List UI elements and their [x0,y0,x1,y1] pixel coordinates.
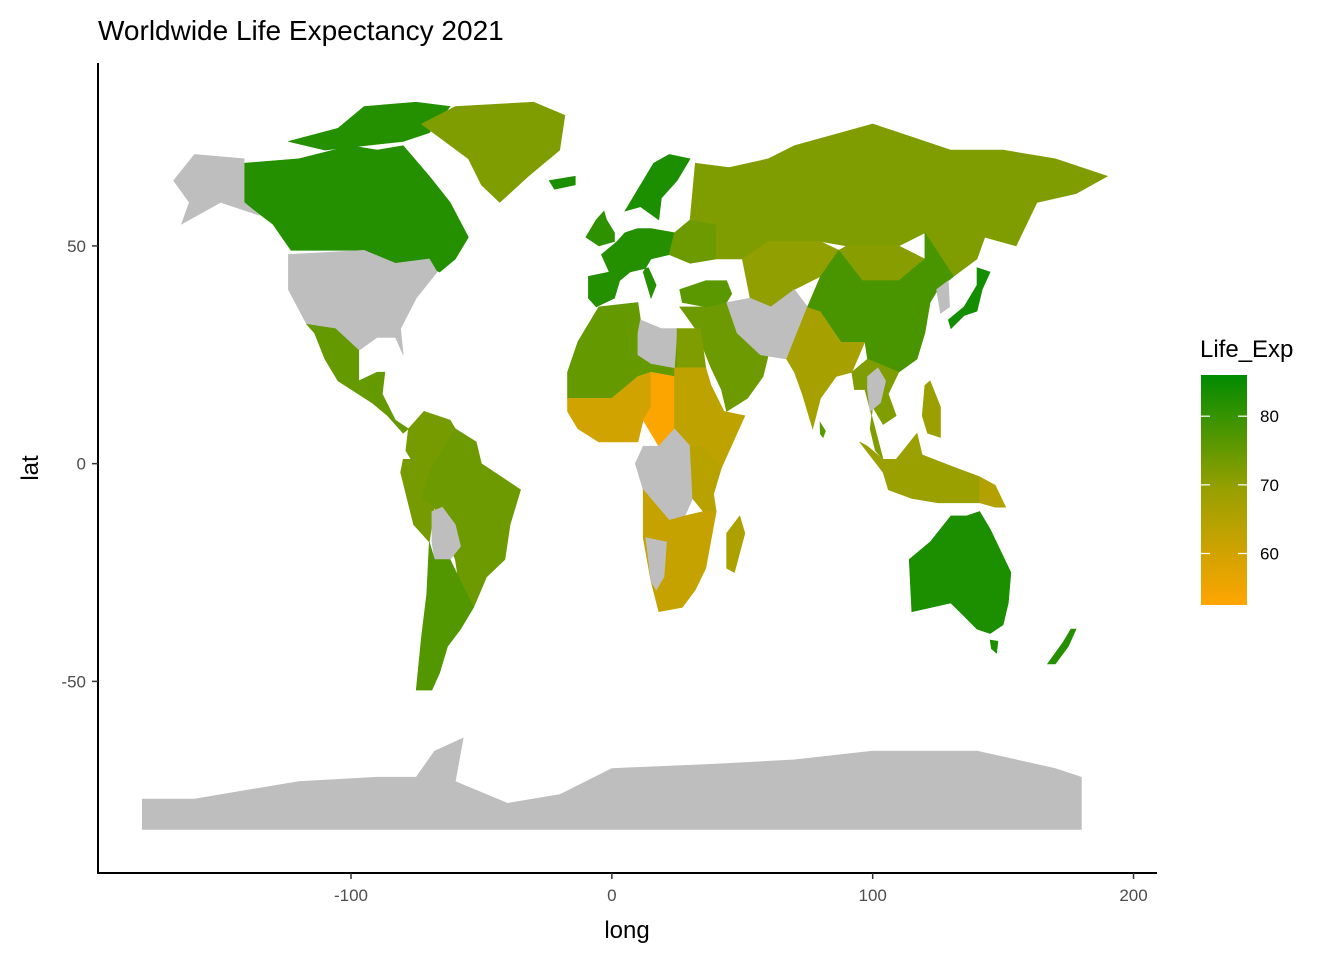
region-alaska [173,154,260,225]
legend-ticks: 60 70 80 [1201,407,1279,564]
axes [97,63,1157,874]
region-australia [908,511,1012,634]
x-tick-label: 0 [607,886,616,905]
region-libya [637,319,678,369]
region-philippines [921,380,941,438]
region-tasmania [989,639,999,654]
region-papua-new-guinea [979,476,1007,508]
region-western-europe [588,228,675,308]
region-korea [936,280,950,314]
region-egypt [676,328,707,369]
region-greenland [420,101,566,203]
y-ticks: -50 0 50 [61,237,98,691]
country-regions [142,101,1109,830]
x-tick-label: -100 [334,886,368,905]
region-japan [947,267,991,330]
region-bolivia [431,506,461,560]
region-scandinavia [624,154,691,221]
region-eastern-europe [668,219,717,264]
x-ticks: -100 0 100 200 [334,873,1148,905]
x-axis-title: long [604,917,649,944]
region-thailand-laos [867,367,887,412]
legend-colorbar [1201,375,1247,605]
region-british-isles [585,210,615,247]
legend-tick-label: 70 [1260,476,1279,495]
region-sri-lanka [819,421,826,439]
region-southern-cone [415,541,474,691]
y-tick-label: 0 [77,455,86,474]
region-iceland [548,175,576,190]
region-namibia-botswana [645,537,667,591]
chart-title: Worldwide Life Expectancy 2021 [98,15,504,46]
y-axis-title: lat [17,455,44,481]
region-central-africa [634,428,694,521]
region-new-zealand [1046,628,1077,665]
region-madagascar [726,515,746,573]
region-indonesia [859,432,980,504]
region-mainland-southeast-asia [851,358,900,460]
legend-tick-label: 80 [1260,407,1279,426]
region-peru-ecuador-region [400,458,435,543]
region-east-africa [689,445,722,512]
legend-tick-label: 60 [1260,545,1279,564]
region-united-states [288,249,438,355]
region-mexico-and-central-america [305,323,409,434]
legend-title: Life_Exp [1200,336,1293,363]
region-canada [243,145,469,273]
x-tick-label: 100 [858,886,886,905]
y-tick-label: 50 [67,237,86,256]
region-china [807,231,954,373]
region-turkey-caucasus [679,280,733,308]
x-tick-label: 200 [1119,886,1147,905]
region-antarctica [142,737,1082,830]
legend: Life_Exp 60 70 80 [1200,336,1293,605]
y-tick-label: -50 [61,672,86,691]
